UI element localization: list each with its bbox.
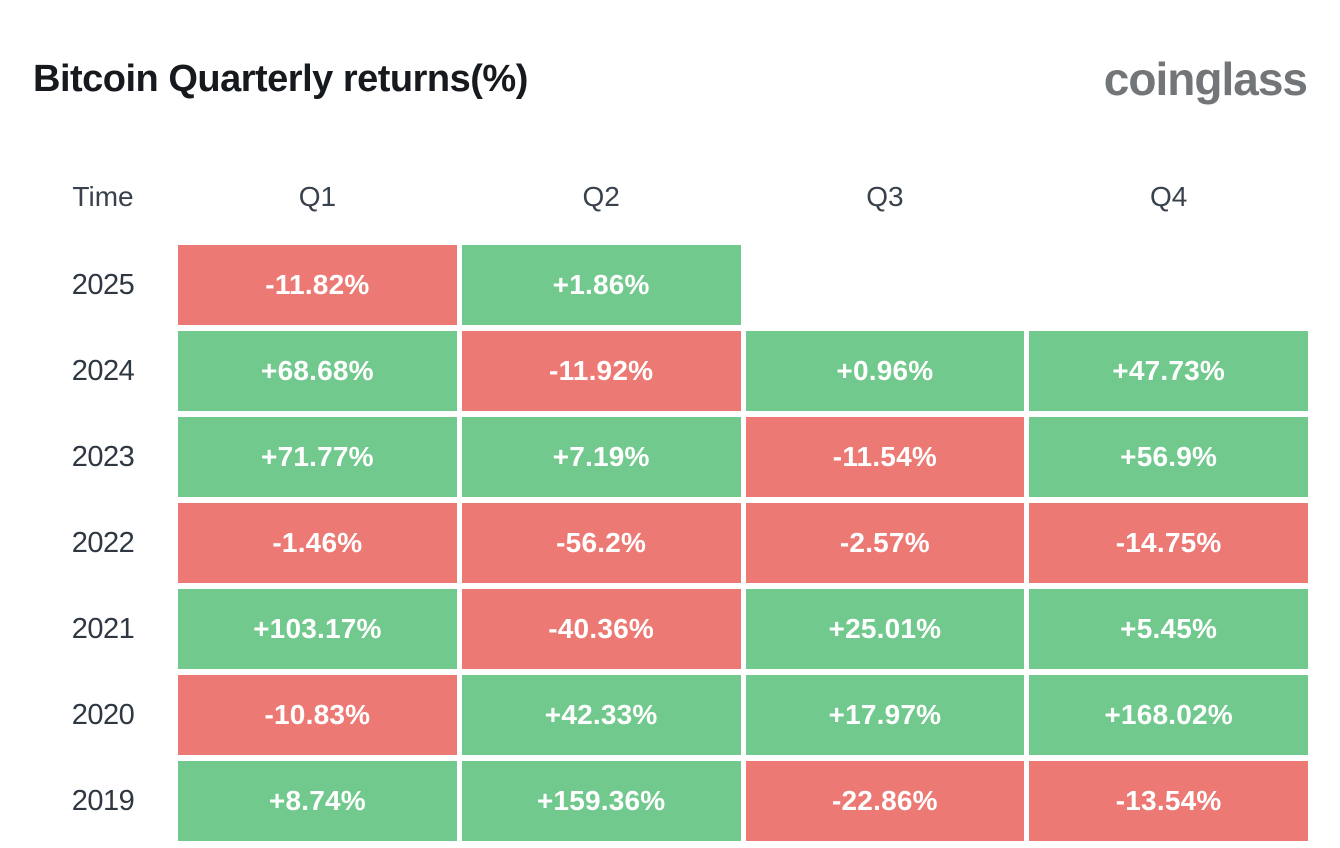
return-cell: +103.17%	[178, 589, 457, 669]
return-cell: -56.2%	[461, 503, 741, 583]
return-cell: -14.75%	[1029, 503, 1308, 583]
year-label: 2022	[71, 526, 135, 559]
table-row: 2020 -10.83% +42.33% +17.97% +168.02%	[33, 675, 1308, 755]
returns-grid-body: 2025 -11.82% +1.86% 2024 +68.68% -11.92% +0.96…	[33, 245, 1308, 841]
column-header-q3: Q3	[866, 181, 904, 212]
table-row: 2021 +103.17% -40.36% +25.01% +5.45%	[33, 589, 1308, 669]
return-cell: -10.83%	[178, 675, 457, 755]
column-header-row: Time Q1 Q2 Q3 Q4	[33, 174, 1308, 220]
return-cell: +25.01%	[745, 589, 1025, 669]
year-label: 2021	[71, 612, 135, 645]
year-label: 2019	[71, 784, 135, 817]
table-row: 2025 -11.82% +1.86%	[33, 245, 1308, 325]
column-header-q2: Q2	[582, 181, 620, 212]
return-cell: +71.77%	[178, 417, 457, 497]
column-header-time: Time	[72, 181, 134, 212]
return-cell: -13.54%	[1029, 761, 1308, 841]
return-cell: -11.82%	[178, 245, 457, 325]
return-cell: +8.74%	[178, 761, 457, 841]
return-cell: +1.86%	[461, 245, 741, 325]
table-row: 2019 +8.74% +159.36% -22.86% -13.54%	[33, 761, 1308, 841]
column-header-q4: Q4	[1149, 181, 1188, 212]
return-cell: -22.86%	[745, 761, 1025, 841]
return-cell: +47.73%	[1029, 331, 1308, 411]
empty-cell	[746, 245, 1025, 325]
return-cell: -40.36%	[461, 589, 741, 669]
empty-cell	[1029, 245, 1308, 325]
table-row: 2023 +71.77% +7.19% -11.54% +56.9%	[33, 417, 1308, 497]
return-cell: +0.96%	[745, 331, 1025, 411]
table-row: 2022 -1.46% -56.2% -2.57% -14.75%	[33, 503, 1308, 583]
page-title: Bitcoin Quarterly returns(%)	[33, 58, 528, 101]
return-cell: +5.45%	[1029, 589, 1308, 669]
return-cell: -1.46%	[178, 503, 457, 583]
return-cell: -11.54%	[745, 417, 1025, 497]
column-header-q1: Q1	[298, 181, 337, 212]
return-cell: +7.19%	[461, 417, 741, 497]
year-label: 2020	[71, 698, 135, 731]
return-cell: +168.02%	[1029, 675, 1308, 755]
year-label: 2024	[71, 354, 135, 387]
year-label: 2025	[71, 268, 135, 301]
header-bar: Bitcoin Quarterly returns(%) coinglass	[0, 0, 1340, 102]
year-label: 2023	[71, 440, 135, 473]
coinglass-logo: coinglass	[1103, 53, 1308, 105]
return-cell: +42.33%	[461, 675, 741, 755]
return-cell: -2.57%	[745, 503, 1025, 583]
return-cell: +17.97%	[745, 675, 1025, 755]
return-cell: +68.68%	[178, 331, 457, 411]
return-cell: +56.9%	[1029, 417, 1308, 497]
return-cell: -11.92%	[461, 331, 741, 411]
return-cell: +159.36%	[461, 761, 741, 841]
table-row: 2024 +68.68% -11.92% +0.96% +47.73%	[33, 331, 1308, 411]
